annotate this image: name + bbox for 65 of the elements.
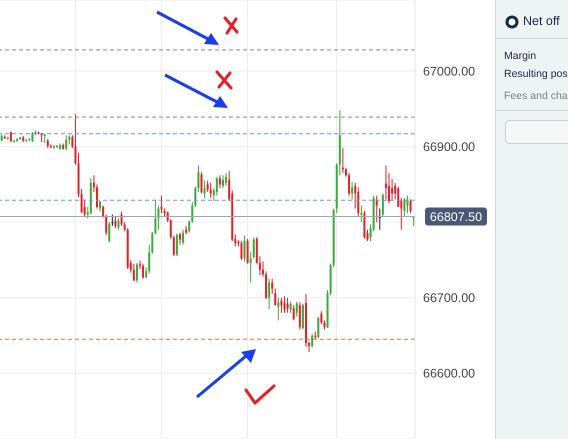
- candlestick: [244, 235, 246, 262]
- candlestick: [68, 134, 70, 145]
- candlestick: [252, 236, 255, 259]
- candlestick: [225, 172, 228, 186]
- candlestick: [204, 180, 206, 198]
- candlestick: [286, 297, 289, 314]
- y-tick-label: 67000.00: [423, 64, 476, 78]
- text: Resulting pos: [504, 68, 568, 80]
- candlestick: [117, 218, 120, 230]
- candlestick: [268, 278, 270, 310]
- candlestick: [31, 132, 34, 143]
- candlestick: [391, 178, 394, 200]
- candlestick: [176, 232, 178, 257]
- candlestick: [210, 182, 212, 198]
- candlestick: [10, 130, 12, 143]
- candlestick: [351, 182, 354, 200]
- candlestick: [111, 214, 114, 226]
- candlestick: [271, 278, 274, 294]
- candlestick: [222, 174, 224, 189]
- candlestick: [410, 198, 412, 214]
- candlestick: [357, 186, 360, 217]
- text: Net off: [523, 14, 560, 28]
- candlestick: [246, 238, 249, 264]
- candlestick: [290, 300, 292, 314]
- candlestick: [108, 222, 110, 244]
- candlestick: [148, 244, 150, 274]
- candlestick: [382, 192, 384, 217]
- candlestick: [44, 133, 46, 144]
- candlestick: [384, 164, 387, 200]
- candlestick: [65, 134, 68, 151]
- candlestick: [277, 297, 280, 321]
- candlestick: [342, 148, 344, 174]
- candlestick: [302, 303, 304, 330]
- candlestick: [132, 263, 135, 282]
- candlestick: [280, 297, 282, 314]
- candlestick: [188, 220, 190, 234]
- candlestick: [136, 262, 138, 284]
- candlestick: [292, 304, 295, 321]
- candlestick: [99, 200, 102, 212]
- text: Margin: [504, 50, 536, 62]
- candlestick: [354, 182, 356, 210]
- candlestick: [283, 296, 286, 314]
- candlestick: [46, 138, 49, 149]
- candlestick: [200, 172, 202, 194]
- candlestick: [142, 263, 144, 280]
- candlestick: [298, 302, 301, 330]
- candlestick: [311, 333, 314, 348]
- candlestick: [160, 195, 163, 214]
- candlestick: [317, 316, 320, 340]
- candlestick: [218, 174, 221, 189]
- candlestick: [274, 288, 276, 306]
- candlestick: [114, 216, 116, 229]
- y-tick-label: 66900.00: [423, 140, 476, 154]
- candlestick: [378, 208, 381, 230]
- candlestick: [178, 232, 181, 246]
- ref-line-label: 66807.50: [430, 210, 482, 224]
- candlestick: [403, 197, 406, 217]
- y-tick-label: 66700.00: [423, 291, 476, 306]
- candlestick: [360, 205, 362, 223]
- y-tick-label: 66600.00: [423, 366, 476, 381]
- text: Fees and cha: [504, 90, 568, 102]
- candlestick: [240, 240, 242, 260]
- candlestick: [182, 229, 184, 246]
- candlestick: [250, 252, 252, 284]
- candlestick: [296, 300, 298, 318]
